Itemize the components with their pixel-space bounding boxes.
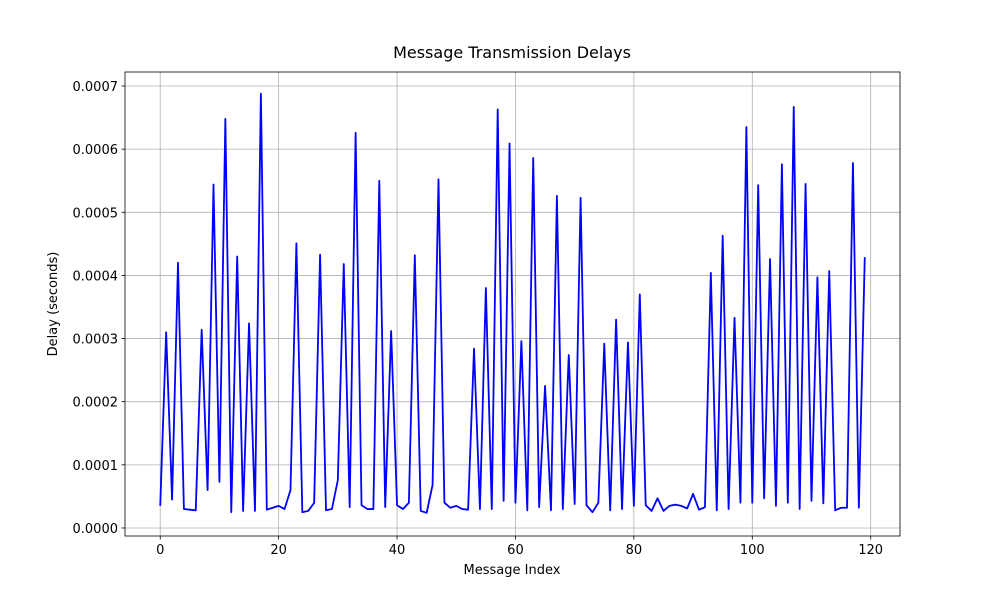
data-line <box>159 92 866 514</box>
y-tick-label: 0.0000 <box>73 522 119 537</box>
y-tick-label: 0.0002 <box>73 396 119 411</box>
x-tick-label: 120 <box>858 543 883 558</box>
x-tick-label: 40 <box>389 543 406 558</box>
x-axis-label: Message Index <box>464 563 561 578</box>
axes-frame <box>124 71 901 537</box>
y-tick-label: 0.0006 <box>73 143 119 158</box>
y-tick-label: 0.0005 <box>73 206 119 221</box>
y-tick-label: 0.0007 <box>73 80 119 95</box>
chart-title: Message Transmission Delays <box>393 43 631 62</box>
y-tick-label: 0.0001 <box>73 459 119 474</box>
y-tick-label: 0.0003 <box>73 333 119 348</box>
y-axis-label: Delay (seconds) <box>46 252 61 357</box>
x-tick-label: 20 <box>270 543 287 558</box>
x-tick-label: 100 <box>740 543 765 558</box>
y-tick-label: 0.0004 <box>73 269 119 284</box>
x-tick-label: 60 <box>507 543 524 558</box>
x-tick-label: 0 <box>156 543 164 558</box>
x-tick-label: 80 <box>626 543 643 558</box>
